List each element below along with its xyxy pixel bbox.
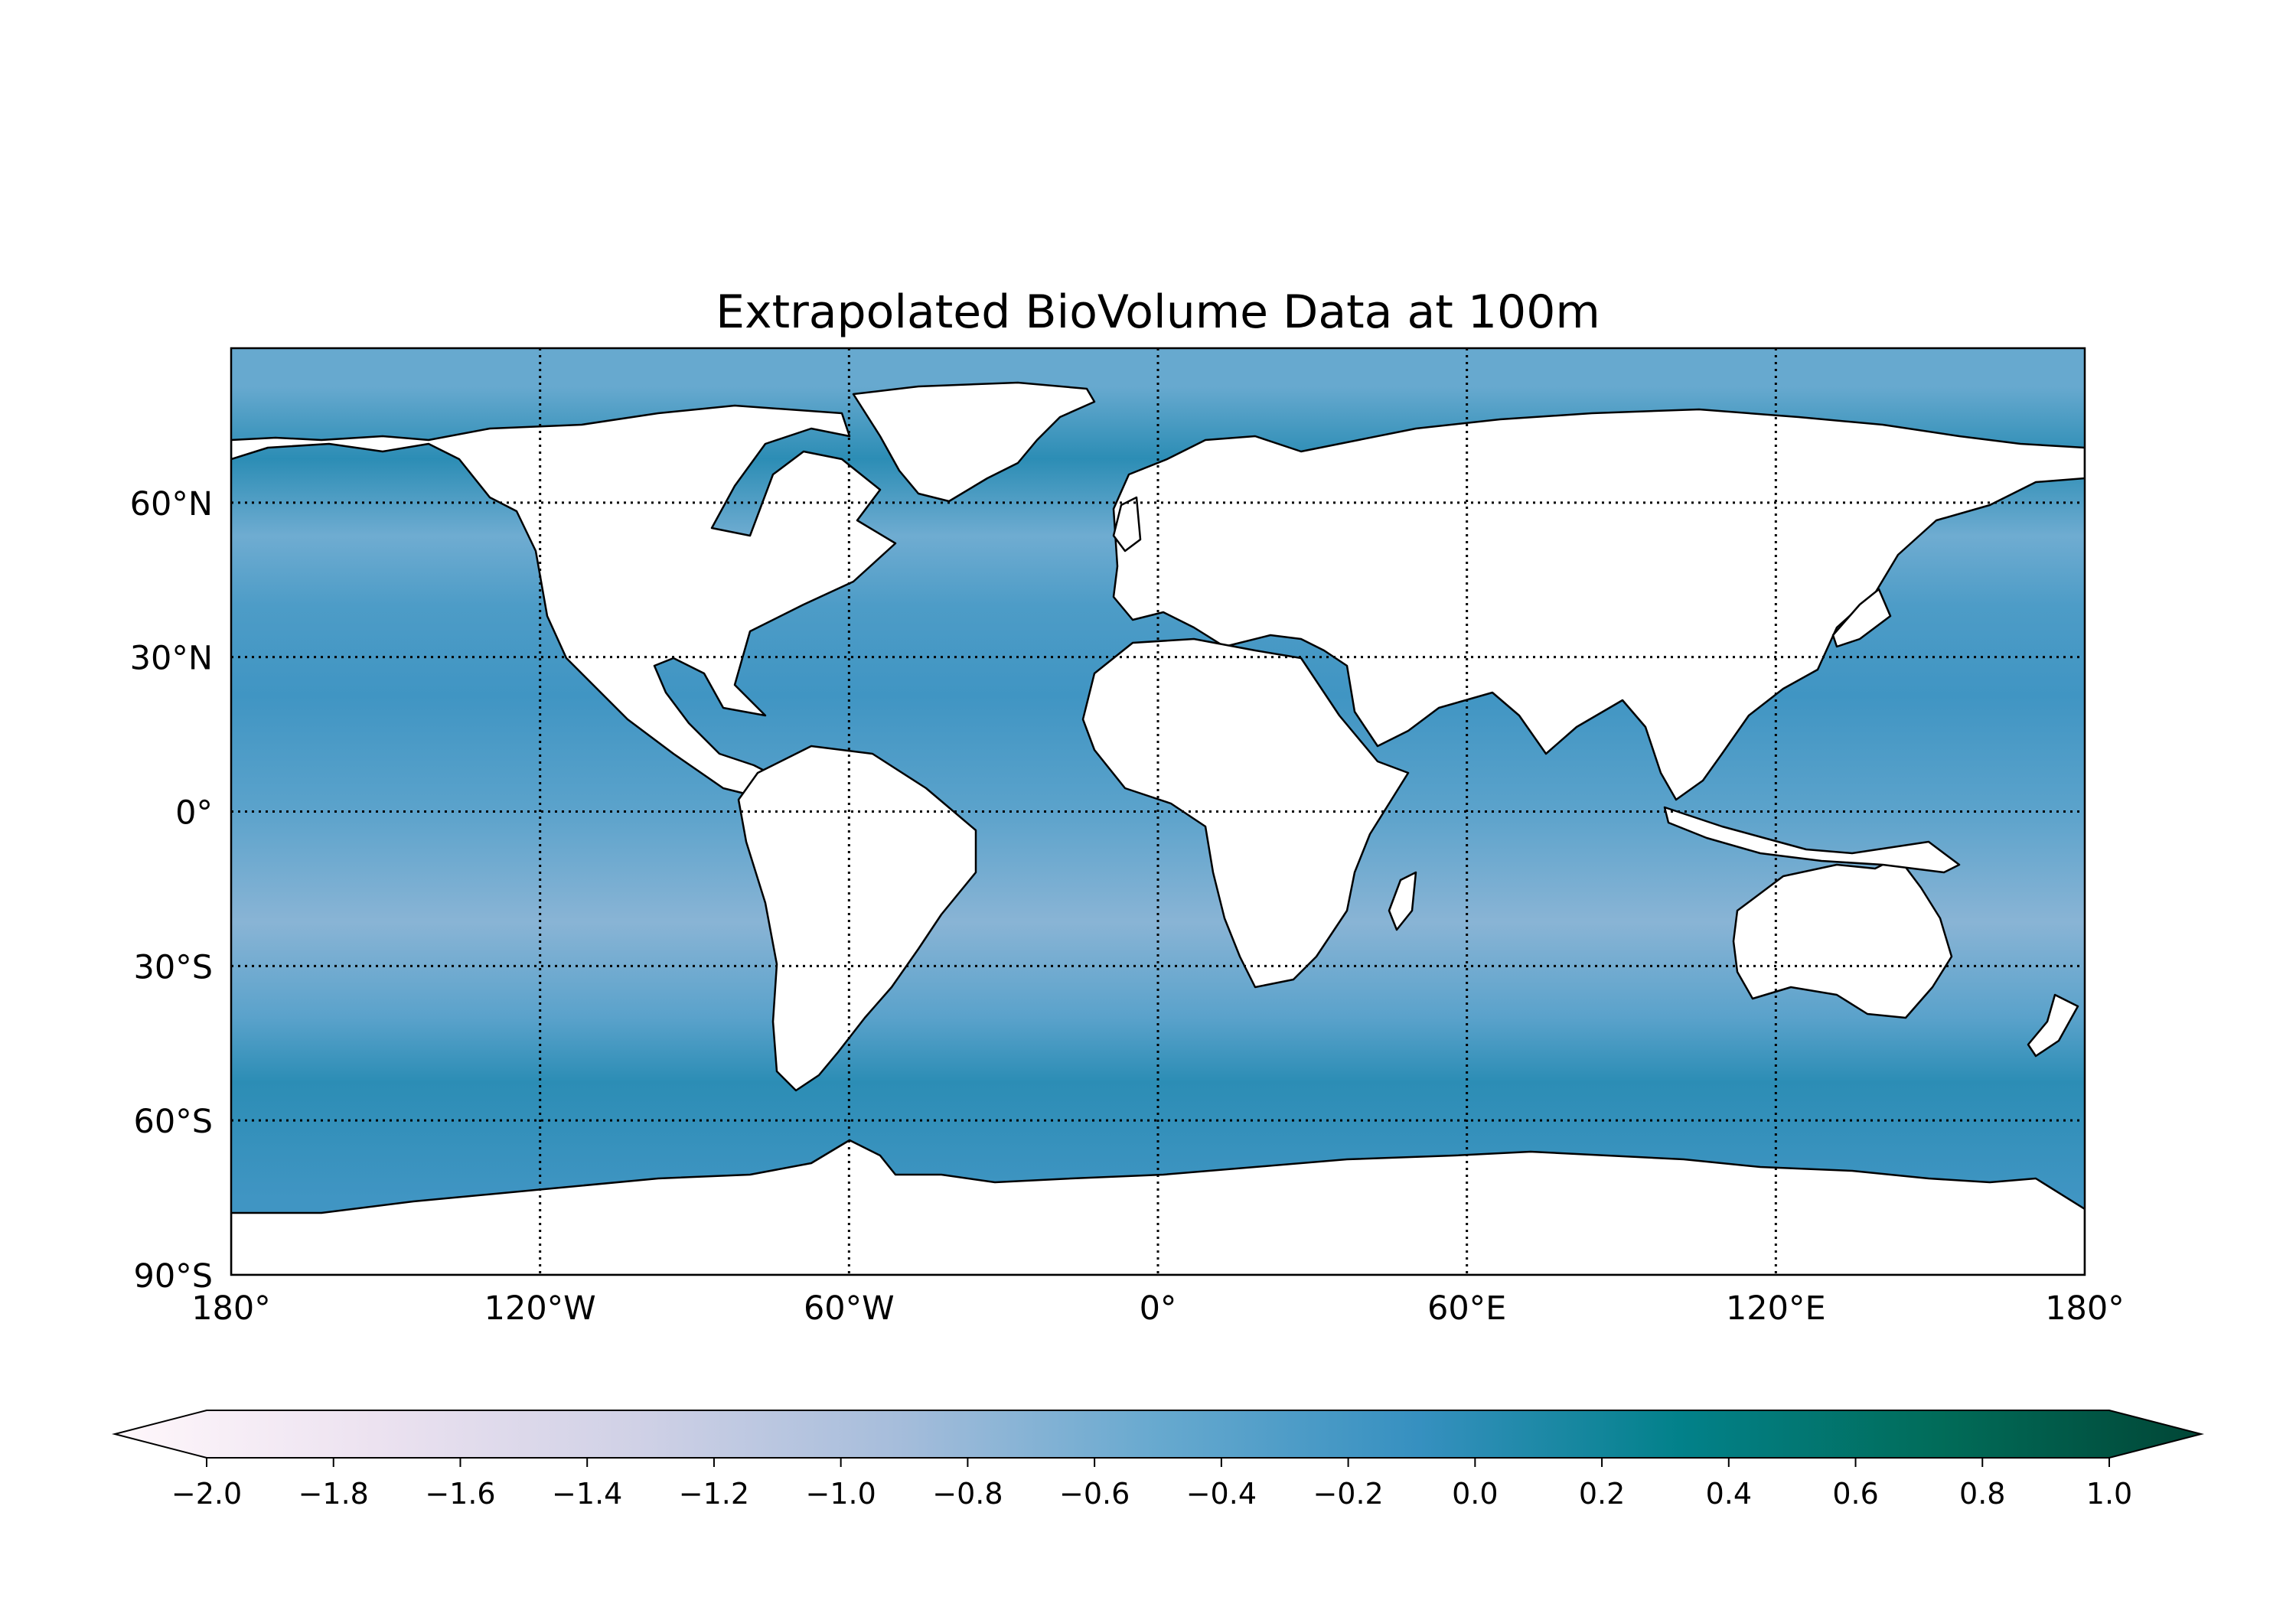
x-tick-label: 120°E [1726,1289,1826,1328]
land-uk [1112,496,1142,553]
colorbar-tick-label: −1.2 [679,1477,749,1511]
colorbar-tick-label: 0.2 [1579,1477,1625,1511]
map-frame [230,347,2086,1276]
land-antarctica [231,1139,2085,1275]
land-masses [231,381,2085,1275]
y-tick-label: 60°S [133,1103,213,1141]
x-tick-label: 60°E [1427,1289,1506,1328]
colorbar-body [112,1410,2204,1459]
colorbar-ticks: −2.0 −1.8 −1.6 −1.4 −1.2 −1.0 −0.8 −0.6 −0.4 −0.2… [171,1458,2132,1511]
y-axis-ticks: 60°N 30°N 0° 30°S 60°S 90°S [130,485,213,1296]
land-eurasia [1112,408,2085,801]
land-japan [1831,588,1892,648]
colorbar-tick-label: −1.6 [425,1477,495,1511]
land-southeast-asia-islands [1663,806,1961,874]
map-area [231,348,2085,1275]
gridlines [231,348,2085,1275]
land-madagascar [1388,871,1417,931]
colorbar-tick-label: 0.6 [1832,1477,1878,1511]
colorbar-tick-label: −2.0 [171,1477,242,1511]
land-new-zealand [2027,993,2079,1058]
x-tick-label: 120°W [484,1289,596,1328]
x-axis-ticks: 180° 120°W 60°W 0° 60°E 120°E 180° [191,1289,2125,1328]
x-tick-label: 60°W [804,1289,895,1328]
colorbar-tick-label: −0.2 [1313,1477,1383,1511]
colorbar-tick-label: 0.4 [1706,1477,1752,1511]
colorbar-tick-label: −1.0 [806,1477,876,1511]
colorbar-tick-label: −1.4 [552,1477,622,1511]
land-africa [1081,637,1410,989]
land-australia [1732,856,1953,1019]
y-tick-label: 30°S [133,948,213,986]
colorbar: −2.0 −1.8 −1.6 −1.4 −1.2 −1.0 −0.8 −0.6 −0.4 −0.2… [112,1410,2204,1511]
colorbar-tick-label: −1.8 [298,1477,369,1511]
colorbar-tick-label: 0.8 [1959,1477,2005,1511]
colorbar-tick-label: −0.4 [1186,1477,1257,1511]
y-tick-label: 90°S [133,1257,213,1296]
land-greenland [852,381,1096,503]
x-tick-label: 180° [191,1289,271,1328]
colorbar-tick-label: 0.0 [1452,1477,1498,1511]
colorbar-tick-label: −0.8 [932,1477,1003,1511]
land-north-america [231,404,897,797]
x-tick-label: 0° [1140,1289,1177,1328]
x-tick-label: 180° [2045,1289,2125,1328]
y-tick-label: 0° [175,794,213,833]
colorbar-tick-label: −0.6 [1059,1477,1130,1511]
land-south-america [737,745,977,1092]
y-tick-label: 30°N [130,640,213,678]
y-tick-label: 60°N [130,485,213,523]
colorbar-tick-label: 1.0 [2086,1477,2132,1511]
map-title: Extrapolated BioVolume Data at 100m [716,285,1600,339]
